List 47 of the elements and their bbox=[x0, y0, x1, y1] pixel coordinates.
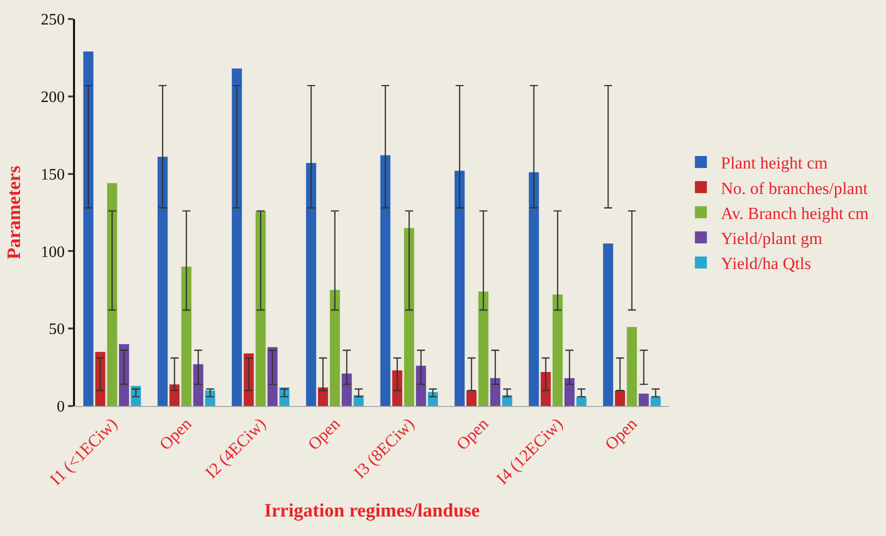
x-tick-label: Open bbox=[156, 414, 196, 454]
legend-label: Yield/ha Qtls bbox=[720, 254, 812, 274]
bar bbox=[181, 266, 192, 406]
y-tick-label: 150 bbox=[40, 166, 65, 184]
legend-label: Yield/plant gm bbox=[720, 228, 822, 248]
bar bbox=[118, 344, 130, 406]
legend-label: No. of branches/plant bbox=[720, 178, 868, 198]
y-tick-label: 100 bbox=[40, 244, 65, 261]
bar bbox=[83, 52, 94, 406]
bar bbox=[342, 373, 352, 406]
legend-label: Av. Branch height cm bbox=[720, 204, 869, 223]
bar bbox=[564, 378, 575, 406]
bar bbox=[650, 396, 661, 406]
bar bbox=[318, 387, 328, 406]
bar bbox=[454, 170, 465, 406]
bar bbox=[380, 155, 390, 406]
bar bbox=[552, 294, 563, 406]
y-axis-title: Parameters bbox=[4, 166, 26, 260]
bar bbox=[614, 390, 626, 406]
bar bbox=[576, 396, 586, 406]
y-tick-label: 50 bbox=[48, 321, 65, 338]
bar bbox=[169, 384, 180, 406]
bar bbox=[256, 210, 266, 406]
bar bbox=[603, 243, 614, 406]
bar bbox=[416, 366, 426, 406]
bar bbox=[626, 327, 637, 406]
x-tick-label: Open bbox=[452, 414, 493, 454]
bar bbox=[392, 370, 402, 406]
y-tick-label: 250 bbox=[40, 12, 65, 29]
y-tick-label: 0 bbox=[56, 398, 65, 416]
bar bbox=[107, 183, 118, 406]
bar bbox=[158, 156, 168, 406]
legend-label: Plant height cm bbox=[720, 154, 828, 173]
x-axis-title: Irrigation regimes/landuse bbox=[264, 500, 480, 522]
x-tick-label: Open bbox=[304, 414, 344, 454]
y-tick-label: 200 bbox=[40, 89, 65, 106]
bar bbox=[540, 372, 551, 406]
bar bbox=[638, 394, 649, 406]
bar bbox=[490, 378, 500, 406]
bar bbox=[232, 68, 242, 406]
x-tick-label: Open bbox=[601, 414, 642, 454]
bar bbox=[330, 290, 340, 406]
bar bbox=[478, 291, 488, 406]
bar bbox=[306, 162, 316, 406]
bar bbox=[528, 172, 539, 406]
bar bbox=[466, 390, 477, 406]
bar bbox=[404, 228, 414, 406]
